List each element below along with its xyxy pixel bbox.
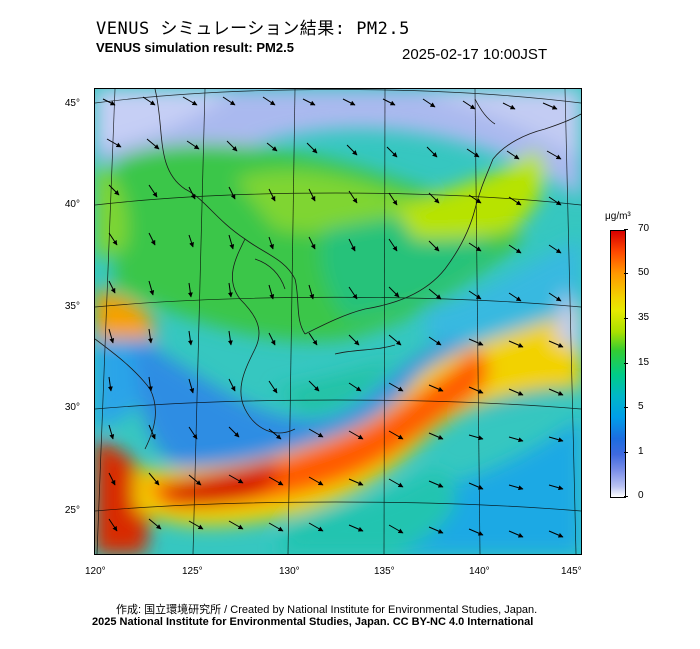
lon-label-125: 125° [182,566,203,577]
lon-label-145: 145° [561,566,582,577]
lon-label-140: 140° [469,566,490,577]
pm25-map [94,88,582,555]
wind-vectors [102,96,564,538]
lat-label-45: 45° [64,98,80,109]
lat-label-30: 30° [64,402,80,413]
title-japanese: VENUS シミュレーション結果: PM2.5 [96,19,410,39]
colorbar [610,230,626,498]
copyright-line: 2025 National Institute for Environmenta… [92,616,534,628]
coastlines [95,89,581,450]
title-english: VENUS simulation result: PM2.5 [96,40,294,55]
graticule [95,89,581,554]
lon-label-120: 120° [85,566,106,577]
lat-label-35: 35° [64,301,80,312]
lon-label-130: 130° [279,566,300,577]
pm25-map-canvas [95,89,581,554]
credit-line: 作成: 国立環境研究所 / Created by National Instit… [116,604,538,616]
lat-label-25: 25° [64,505,80,516]
lon-label-135: 135° [374,566,395,577]
timestamp-label: 2025-02-17 10:00JST [402,46,548,63]
lat-label-40: 40° [64,199,80,210]
colorbar-unit: μg/m³ [605,211,631,222]
